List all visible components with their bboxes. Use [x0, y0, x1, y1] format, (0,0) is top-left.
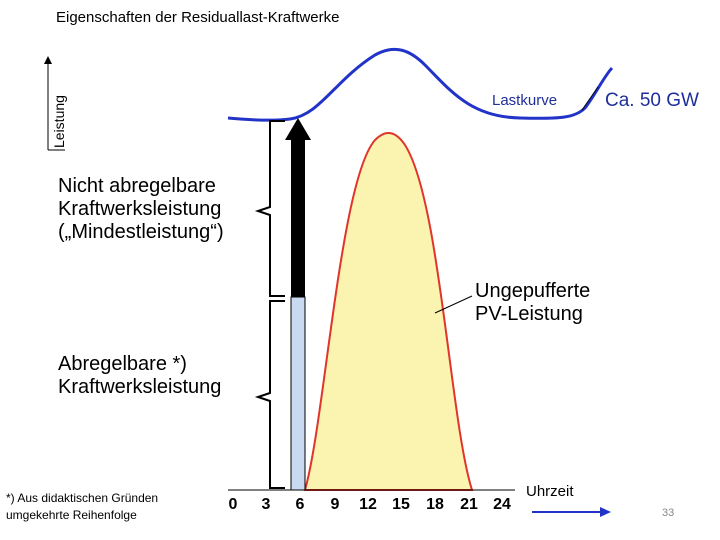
pv-label: Ungepufferte PV-Leistung [475, 280, 590, 326]
load-curve-label: Lastkurve [492, 92, 558, 109]
must-run-brace [254, 120, 285, 297]
time-tick: 24 [493, 496, 511, 513]
footnote: *) Aus didaktischen Gründen umgekehrte R… [6, 490, 158, 524]
time-tick: 3 [261, 496, 271, 513]
pv-leader [434, 295, 473, 314]
must-run-label-line: Kraftwerksleistung [58, 198, 222, 220]
time-tick: 12 [359, 496, 377, 513]
pv-curve [303, 132, 474, 491]
must-run-label-line: Nicht abregelbare [58, 175, 216, 197]
time-tick: 0 [228, 496, 238, 513]
load-curve [227, 47, 614, 122]
dispatchable-label-line: Kraftwerksleistung [58, 376, 222, 398]
footnote-line: *) Aus didaktischen Gründen [6, 491, 159, 505]
footnote-line: umgekehrte Reihenfolge [6, 508, 137, 522]
time-tick: 6 [295, 496, 305, 513]
must-run-label-line: („Mindestleistung“) [58, 221, 224, 243]
time-tick: 21 [460, 496, 478, 513]
pv-label-line: PV-Leistung [475, 303, 583, 325]
time-tick: 9 [330, 496, 340, 513]
must-run-bar [291, 138, 305, 297]
time-tick: 18 [426, 496, 444, 513]
dispatchable-bar [290, 296, 306, 491]
capacity-label: Ca. 50 GW [605, 90, 699, 111]
time-axis-label: Uhrzeit [526, 483, 574, 500]
dispatchable-label-line: Abregelbare *) [58, 353, 187, 375]
slide-title: Eigenschaften der Residuallast-Kraftwerk… [56, 9, 340, 26]
time-tick: 15 [392, 496, 410, 513]
must-run-arrowhead [285, 118, 311, 140]
dispatchable-label: Abregelbare *) Kraftwerksleistung [58, 353, 221, 399]
pv-label-line: Ungepufferte [475, 280, 591, 302]
page-number: 33 [662, 507, 675, 519]
dispatchable-brace [254, 300, 285, 489]
time-axis-arrowhead [600, 507, 611, 517]
must-run-label: Nicht abregelbare Kraftwerksleistung („M… [58, 175, 224, 244]
load-curve-leader [581, 86, 599, 111]
